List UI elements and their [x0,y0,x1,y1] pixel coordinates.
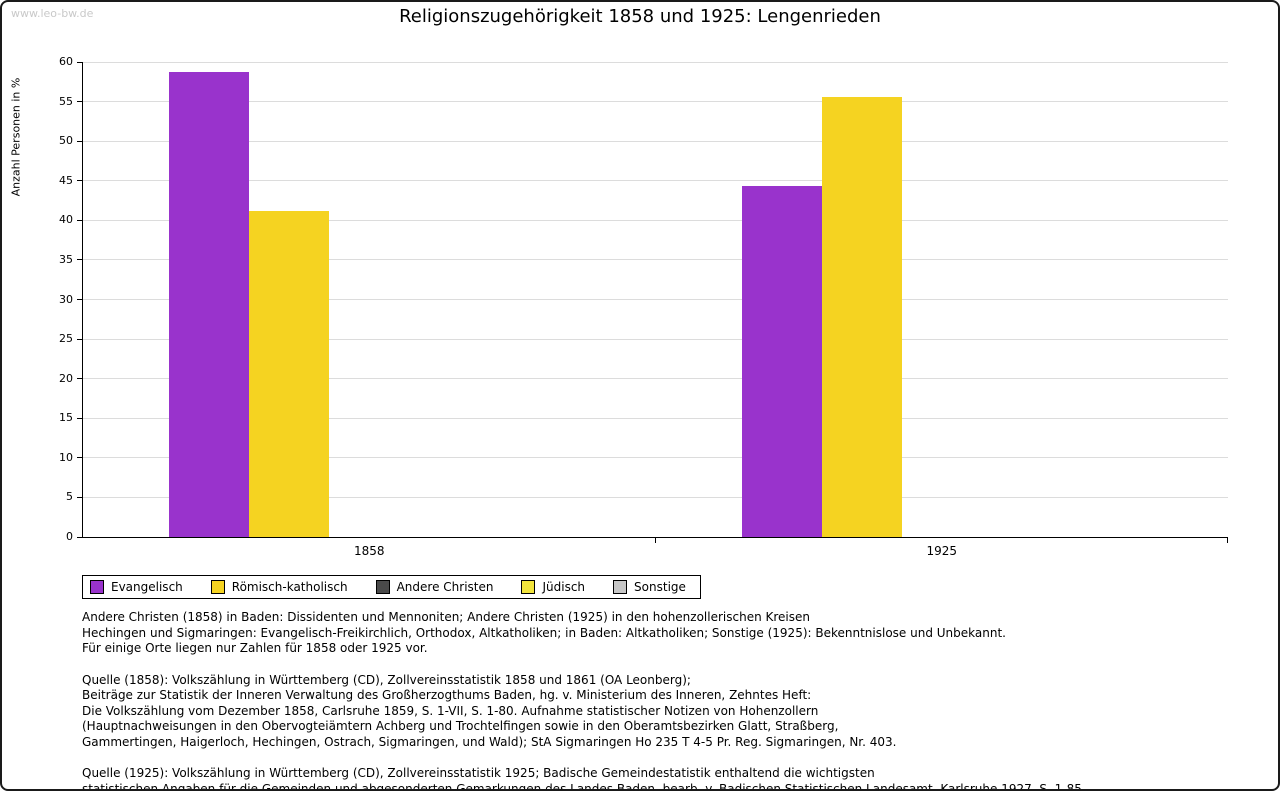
legend-item: Jüdisch [521,580,585,594]
y-tick-label: 15 [59,411,73,425]
y-axis-tick [77,299,83,300]
y-tick-label: 40 [59,213,73,227]
gridline [83,259,1228,261]
y-axis-tick [77,140,83,142]
y-tick-label: 45 [59,173,73,187]
y-axis-tick [77,378,83,380]
y-tick-label: 35 [59,252,73,266]
legend-swatch [210,580,225,594]
legend-item: Römisch-katholisch [210,580,348,594]
y-axis-tick [77,180,83,182]
gridline [83,457,1228,459]
legend-swatch [375,580,390,594]
y-tick-label: 30 [59,292,73,306]
gridline [83,140,1228,142]
x-tick-label: 1858 [353,544,385,558]
y-axis-tick [77,536,83,538]
note-paragraph: Quelle (1925): Volkszählung in Württembe… [82,766,1086,791]
y-tick-label: 55 [59,94,73,108]
bar [821,96,902,537]
legend-label: Sonstige [634,580,686,594]
note-paragraph: Andere Christen (1858) in Baden: Disside… [82,610,1006,655]
y-tick-label: 0 [66,530,73,543]
gridline [83,219,1228,221]
y-tick-label: 25 [59,332,73,346]
gridline [83,496,1228,498]
bar [741,185,822,537]
y-axis-tick [77,101,83,103]
x-axis-tick [654,537,656,543]
y-axis-tick [77,457,83,459]
gridline [83,61,1228,63]
y-tick-label: 50 [59,134,73,148]
gridline [83,417,1228,419]
legend-label: Jüdisch [542,580,586,594]
y-axis-tick [77,338,83,340]
y-axis-title: Anzahl Personen in % [9,77,23,197]
legend-swatch [613,580,628,594]
y-axis-tick [77,219,83,221]
gridline [83,338,1228,340]
y-tick-label: 60 [59,55,73,68]
plot-area: 0 5 10 15 20 25 30 35 40 45 50 55 60 1858 1925 [59,55,1228,558]
legend-item: Evangelisch [90,580,183,594]
gridline [83,180,1228,182]
legend-item: Andere Christen [375,580,494,594]
legend-label: Andere Christen [396,580,494,594]
watermark: www.leo-bw.de [11,7,94,20]
gridline [83,101,1228,103]
legend-swatch [521,580,536,594]
y-tick-label: 5 [66,490,73,504]
bar [169,71,250,537]
note-paragraph: Quelle (1858): Volkszählung in Württembe… [82,672,897,749]
notes: Andere Christen (1858) in Baden: Disside… [82,610,1232,791]
y-axis-tick [77,496,83,498]
chart-title: Religionszugehörigkeit 1858 und 1925: Le… [399,6,881,27]
legend: Evangelisch Römisch-katholisch Andere Chri… [82,575,701,599]
legend-item: Sonstige [613,580,686,594]
bar [249,210,330,537]
y-tick-label: 20 [59,371,73,385]
y-tick-label: 10 [59,450,73,464]
legend-swatch [90,580,104,594]
gridline [83,378,1228,380]
x-tick-label: 1925 [926,544,958,558]
legend-label: Evangelisch [111,580,183,594]
legend-label: Römisch-katholisch [231,580,348,594]
gridline [83,299,1228,300]
y-axis-tick [77,61,83,63]
x-axis-tick [1227,537,1228,543]
y-axis-tick [77,259,83,261]
y-axis-tick [77,417,83,419]
